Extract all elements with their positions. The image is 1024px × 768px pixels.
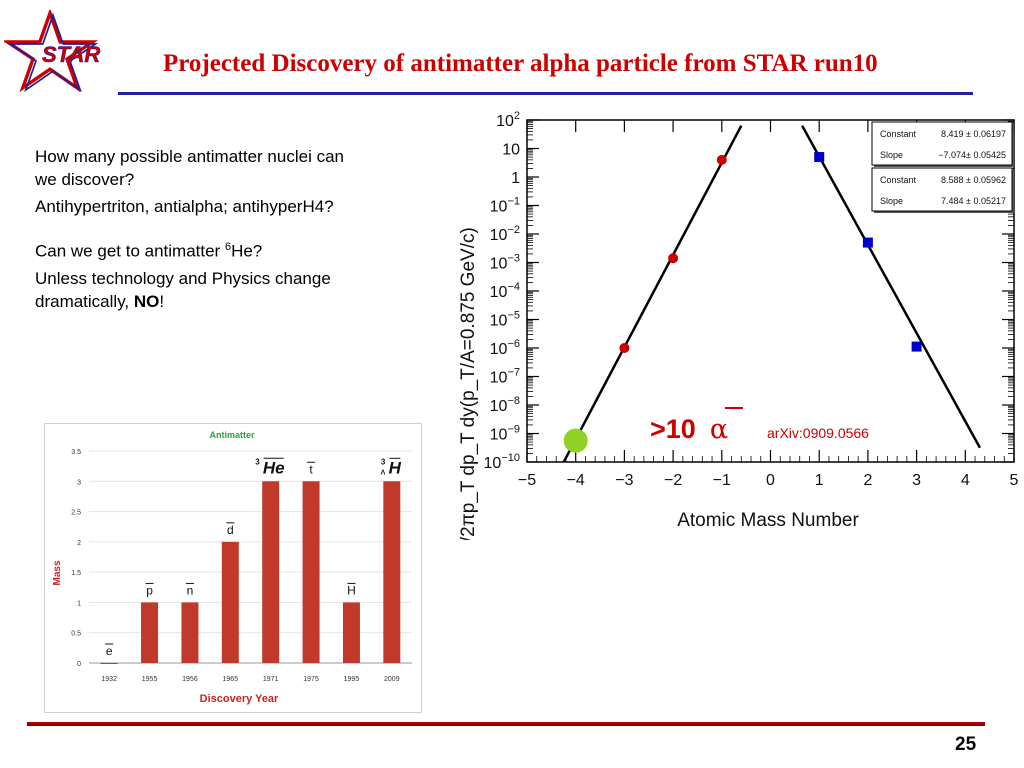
bullet-a1: Antihypertriton, antialpha; antihyperH4? [35, 197, 334, 216]
bar-ytick-label: 0.5 [71, 631, 81, 638]
bullet-q1: How many possible antimatter nuclei can … [35, 147, 344, 189]
bar-1995 [342, 602, 360, 663]
bar-xtick-label: 1965 [223, 676, 239, 683]
antialpha-projection-marker [563, 428, 588, 453]
antiparticle-label: He [263, 458, 285, 477]
antiparticle-label: e [106, 644, 113, 658]
title-underline [118, 92, 973, 95]
alpha-projection-annotation: >10 α [650, 414, 728, 445]
bar-1932 [100, 663, 118, 664]
y-tick-label: 10−5 [490, 310, 520, 330]
stats-param-value: 8.588 ± 0.05962 [941, 175, 1006, 185]
antimatter-data-point [668, 253, 679, 264]
stats-param-name: Slope [880, 150, 903, 160]
mass-number-prefix: 3 [255, 457, 260, 466]
bar-1971 [262, 481, 280, 663]
fit-line-1 [801, 125, 982, 449]
bar-chart-title: Antimatter [209, 430, 255, 440]
bar-xtick-label: 2009 [384, 676, 400, 683]
y-tick-label: 10−3 [490, 253, 520, 273]
logo-star-shape [4, 10, 99, 93]
y-tick-label: 10−9 [490, 424, 520, 444]
y-tick-label: 1 [511, 170, 520, 187]
y-tick-label: 10−7 [490, 367, 520, 387]
bullet-list: How many possible antimatter nuclei can … [35, 145, 365, 313]
x-tick-label: −5 [518, 472, 536, 489]
y-tick-label: 10−8 [490, 395, 520, 415]
stats-param-value: 7.484 ± 0.05217 [941, 196, 1006, 206]
arxiv-reference: arXiv:0909.0566 [767, 425, 869, 441]
bar-xtick-label: 1995 [344, 676, 360, 683]
x-tick-label: 1 [815, 472, 824, 489]
bar-xtick-label: 1975 [303, 676, 319, 683]
page-number: 25 [955, 734, 977, 755]
fit-line-0 [562, 125, 743, 462]
matter-data-point [862, 237, 873, 248]
stats-param-value: 8.419 ± 0.06197 [941, 129, 1006, 139]
antiparticle-label: d [227, 523, 234, 537]
bar-1956 [181, 602, 199, 663]
bar-ytick-label: 2.5 [71, 510, 81, 517]
bar-ytick-label: 2 [77, 540, 81, 547]
bar-ytick-label: 3 [77, 479, 81, 486]
bar-ytick-label: 0 [77, 661, 81, 668]
x-tick-label: −2 [664, 472, 682, 489]
x-tick-label: 3 [912, 472, 921, 489]
antimatter-data-point [716, 154, 727, 165]
stats-param-name: Constant [880, 175, 917, 185]
bar-1965 [221, 541, 239, 663]
stats-param-name: Constant [880, 129, 917, 139]
bullet-a2: Unless technology and Physics change dra… [35, 268, 331, 311]
bar-chart-xlabel: Discovery Year [200, 693, 279, 705]
log-chart-ylabel: d²N/2πp_T dp_T dy(p_T/A=0.875 GeV/c) [458, 227, 479, 540]
bar-1975 [302, 481, 320, 663]
logo-text: STAR [42, 42, 100, 67]
lambda-subscript: Λ [381, 469, 386, 476]
antiparticle-label: H [347, 583, 356, 597]
bar-ytick-label: 3.5 [71, 449, 81, 456]
stats-param-name: Slope [880, 196, 903, 206]
antiparticle-label: n [187, 583, 194, 597]
bar-xtick-label: 1956 [182, 676, 198, 683]
fit-stats-box [871, 121, 1013, 166]
slide-title: Projected Discovery of antimatter alpha … [163, 50, 878, 77]
x-tick-label: 0 [766, 472, 775, 489]
antimatter-data-point [619, 343, 630, 353]
x-tick-label: −3 [615, 472, 633, 489]
y-tick-label: 10−4 [490, 281, 520, 301]
y-tick-label: 10−2 [490, 224, 520, 244]
y-tick-label: 10 [502, 142, 520, 159]
fit-stats-box [871, 167, 1013, 212]
bar-ytick-label: 1.5 [71, 570, 81, 577]
x-tick-label: −4 [567, 472, 585, 489]
bar-xtick-label: 1955 [142, 676, 158, 683]
y-tick-label: 10−6 [490, 338, 520, 358]
yield-vs-mass-chart: d²N/2πp_T dp_T dy(p_T/A=0.875 GeV/c) Ato… [458, 110, 1019, 540]
mass-number-prefix: 3 [381, 457, 386, 466]
footer-rule [27, 722, 985, 726]
bar-chart-ylabel: Mass [52, 560, 63, 585]
antiparticle-label: t [309, 462, 313, 476]
antimatter-bar-chart: Antimatter Mass Discovery Year 0 0.5 1 1.5 2… [44, 423, 422, 713]
bar-xtick-label: 1932 [101, 676, 117, 683]
x-tick-label: 5 [1010, 472, 1019, 489]
y-tick-label: 10−1 [490, 196, 520, 216]
x-tick-label: 4 [961, 472, 970, 489]
antiparticle-label: p [146, 583, 153, 597]
bar-xtick-label: 1971 [263, 676, 279, 683]
star-logo: STAR [4, 10, 101, 93]
stats-param-value: −7.074± 0.05425 [938, 150, 1006, 160]
bar-1955 [141, 602, 159, 663]
x-tick-label: 2 [863, 472, 872, 489]
bullet-q2: Can we get to antimatter 6He? [35, 241, 263, 261]
log-chart-xlabel: Atomic Mass Number [677, 510, 859, 531]
antiparticle-label: H [389, 458, 402, 477]
x-tick-label: −1 [713, 472, 731, 489]
bar-2009 [383, 481, 401, 663]
bar-ytick-label: 1 [77, 600, 81, 607]
matter-data-point [911, 341, 922, 352]
y-tick-label: 102 [496, 110, 520, 130]
y-tick-label: 10−10 [484, 452, 520, 472]
matter-data-point [814, 152, 825, 163]
